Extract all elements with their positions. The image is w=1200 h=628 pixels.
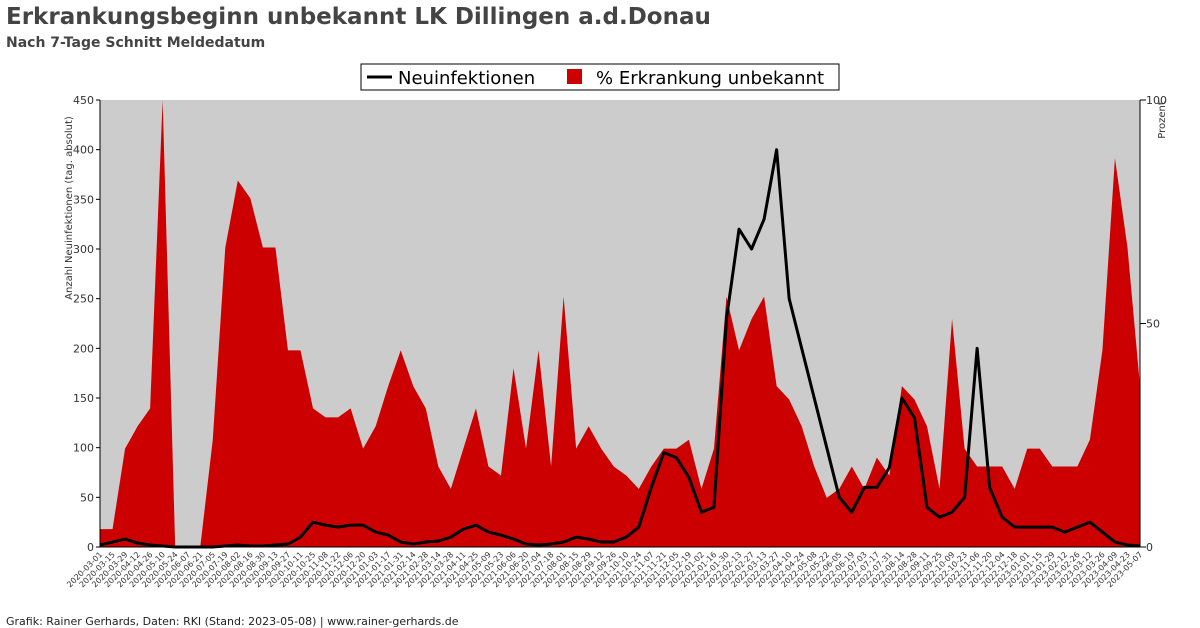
y2-axis-label: Prozent — [1157, 101, 1168, 139]
footer: Grafik: Rainer Gerhards, Daten: RKI (Sta… — [6, 615, 459, 628]
chart-subtitle: Nach 7-Tage Schnitt Meldedatum — [6, 35, 265, 51]
line — [99, 148, 1141, 549]
y-tick-label: 250 — [73, 293, 94, 306]
y-tick-label: 200 — [73, 342, 94, 355]
legend-label: Neuinfektionen — [398, 68, 535, 89]
y-tick-label: 50 — [80, 491, 94, 504]
legend-label: % Erkrankung unbekannt — [596, 68, 824, 89]
legend-box — [360, 63, 840, 91]
y-tick-label: 0 — [87, 541, 94, 554]
y-axis-label: Anzahl Neuinfektionen (tag. absolut) — [64, 116, 75, 300]
y-tick-label: 450 — [73, 94, 94, 107]
area — [100, 100, 1140, 547]
y-tick-label: 400 — [73, 144, 94, 157]
y2-tick-label: 0 — [1146, 541, 1153, 554]
legend: Neuinfektionen % Erkrankung unbekannt — [360, 63, 840, 91]
y-tick-label: 300 — [73, 243, 94, 256]
y-tick-label: 350 — [73, 193, 94, 206]
y2-tick-label: 100 — [1146, 94, 1167, 107]
y-tick-label: 150 — [73, 392, 94, 405]
chart-title: Erkrankungsbeginn unbekannt LK Dillingen… — [6, 4, 711, 30]
y2-tick-label: 50 — [1146, 318, 1160, 331]
y-tick-label: 100 — [73, 442, 94, 455]
legend-swatch — [567, 69, 582, 84]
